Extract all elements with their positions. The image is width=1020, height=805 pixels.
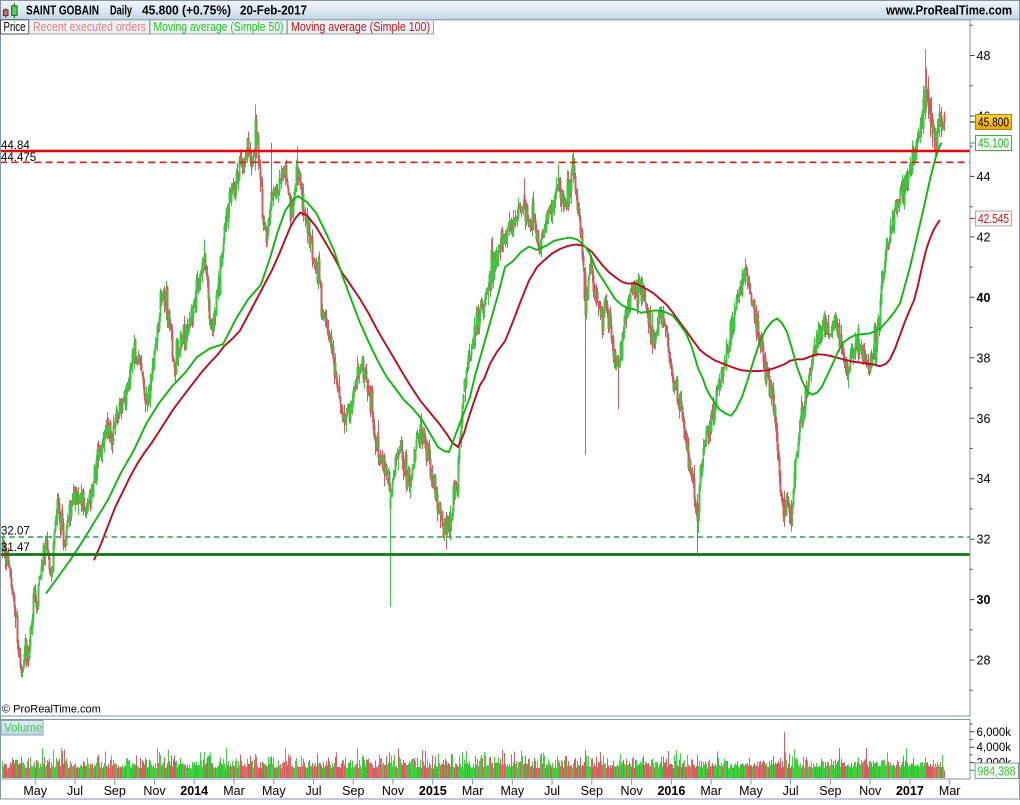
svg-text:Jul: Jul <box>544 784 560 798</box>
svg-text:Sep: Sep <box>819 784 841 798</box>
svg-text:Mar: Mar <box>700 784 722 798</box>
svg-text:2014: 2014 <box>180 784 208 798</box>
svg-text:2016: 2016 <box>657 784 685 798</box>
svg-text:38: 38 <box>977 351 991 365</box>
svg-text:Moving average (Simple 50): Moving average (Simple 50) <box>154 20 284 34</box>
svg-text:Jul: Jul <box>67 784 83 798</box>
svg-text:Nov: Nov <box>143 784 166 798</box>
svg-text:Nov: Nov <box>382 784 405 798</box>
svg-text:Moving average (Simple 100): Moving average (Simple 100) <box>291 20 430 34</box>
svg-text:32.07: 32.07 <box>1 526 30 538</box>
svg-text:Sep: Sep <box>104 784 126 798</box>
svg-text:May: May <box>23 784 47 798</box>
svg-text:SAINT GOBAIN: SAINT GOBAIN <box>26 4 99 18</box>
svg-text:42: 42 <box>977 230 991 244</box>
svg-text:45.800 (+0.75%): 45.800 (+0.75%) <box>142 4 231 18</box>
svg-text:© ProRealTime.com: © ProRealTime.com <box>2 704 101 716</box>
svg-text:48: 48 <box>977 49 991 63</box>
svg-text:May: May <box>262 784 286 798</box>
svg-text:42.545: 42.545 <box>978 212 1009 226</box>
svg-text:45.800: 45.800 <box>978 116 1009 130</box>
svg-text:Price: Price <box>4 20 26 34</box>
svg-text:Volume: Volume <box>4 723 42 735</box>
svg-text:45.100: 45.100 <box>978 137 1009 151</box>
svg-text:44.475: 44.475 <box>1 152 36 164</box>
svg-text:Daily: Daily <box>110 4 132 18</box>
svg-text:44: 44 <box>977 170 991 184</box>
svg-text:Nov: Nov <box>859 784 882 798</box>
svg-text:31.47: 31.47 <box>1 542 30 554</box>
svg-text:Jul: Jul <box>306 784 322 798</box>
svg-text:Sep: Sep <box>581 784 603 798</box>
svg-text:984,388: 984,388 <box>978 764 1016 779</box>
svg-text:34: 34 <box>977 472 991 486</box>
svg-text:20-Feb-2017: 20-Feb-2017 <box>240 4 307 18</box>
svg-text:44.84: 44.84 <box>1 140 30 152</box>
svg-text:Jul: Jul <box>783 784 799 798</box>
svg-text:Mar: Mar <box>223 784 245 798</box>
svg-text:4,000k: 4,000k <box>977 742 1012 754</box>
svg-text:Mar: Mar <box>939 784 961 798</box>
svg-text:36: 36 <box>977 412 991 426</box>
svg-text:30: 30 <box>977 593 991 607</box>
svg-text:Sep: Sep <box>342 784 364 798</box>
svg-text:May: May <box>500 784 524 798</box>
svg-text:www.ProRealTime.com: www.ProRealTime.com <box>885 4 1012 18</box>
svg-text:32: 32 <box>977 533 991 547</box>
svg-text:Nov: Nov <box>620 784 643 798</box>
svg-text:6,000k: 6,000k <box>977 727 1012 739</box>
svg-text:Recent executed orders: Recent executed orders <box>33 20 146 34</box>
svg-text:May: May <box>739 784 763 798</box>
svg-text:Mar: Mar <box>462 784 484 798</box>
svg-text:40: 40 <box>977 291 991 305</box>
svg-text:2017: 2017 <box>896 784 924 798</box>
svg-text:2015: 2015 <box>419 784 447 798</box>
svg-text:28: 28 <box>977 654 991 668</box>
